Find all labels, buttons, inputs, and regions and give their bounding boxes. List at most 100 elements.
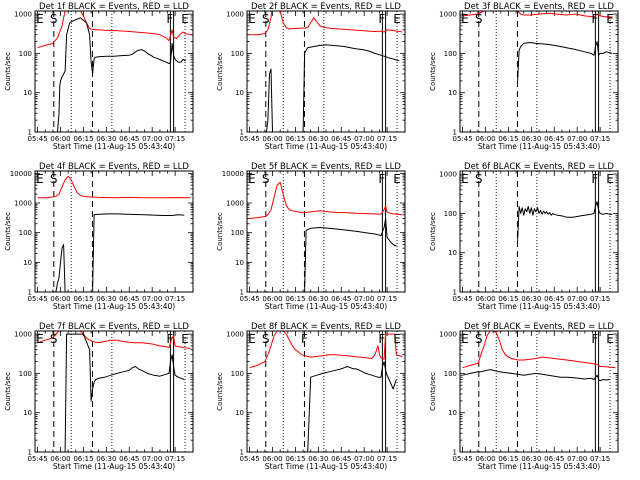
y-axis-label: Counts/sec — [429, 212, 437, 251]
x-tick-label: 07:15 — [377, 455, 397, 463]
x-tick-label: 06:15 — [73, 135, 93, 143]
events-series-line — [37, 17, 186, 132]
events-series-line — [517, 41, 613, 81]
y-tick-label: 1000 — [14, 11, 32, 19]
events-series-line — [249, 218, 397, 292]
phase-marker: E — [606, 12, 614, 26]
chart-title: Det 9f BLACK = Events, RED = LLD — [464, 322, 614, 332]
x-tick-label: 06:30 — [308, 295, 328, 303]
phase-marker: E — [181, 332, 189, 346]
x-tick-label: 06:15 — [498, 295, 518, 303]
phase-marker: E — [248, 12, 256, 26]
x-axis-label: Start Time (11-Aug-15 05:43:40) — [478, 142, 600, 151]
x-tick-label: 05:45 — [240, 455, 260, 463]
x-tick-label: 06:00 — [262, 455, 282, 463]
x-tick-label: 06:15 — [285, 135, 305, 143]
phase-marker: E — [461, 332, 469, 346]
y-tick-label: 10 — [23, 89, 32, 97]
y-tick-label: 10 — [235, 89, 244, 97]
plot-frame — [459, 10, 619, 133]
phase-marker: S — [475, 332, 483, 346]
chart-panel-3: Det 3f BLACK = Events, RED = LLD Counts/s… — [429, 2, 619, 151]
chart-panel-1: Det 1f BLACK = Events, RED = LLD Counts/s… — [4, 2, 194, 151]
y-tick-label: 10 — [448, 409, 457, 417]
phase-marker: S — [475, 12, 483, 26]
chart-panel-6: Det 6f BLACK = Events, RED = LLD Counts/s… — [429, 162, 619, 311]
chart-title: Det 2f BLACK = Events, RED = LLD — [251, 2, 401, 12]
plot-frame — [459, 170, 619, 293]
x-tick-label: 07:15 — [165, 455, 185, 463]
x-axis-label: Start Time (11-Aug-15 05:43:40) — [265, 302, 387, 311]
events-series-line — [462, 369, 610, 382]
y-tick-label: 1000 — [439, 11, 457, 19]
y-tick-label: 10 — [23, 259, 32, 267]
plot-area — [37, 171, 191, 292]
plot-area — [462, 331, 616, 452]
y-tick-label: 10 — [23, 409, 32, 417]
y-tick-label: 100 — [444, 370, 457, 378]
lld-series-line — [37, 11, 193, 49]
y-tick-label: 10 — [235, 259, 244, 267]
plot-area — [249, 11, 403, 132]
x-tick-label: 05:45 — [240, 135, 260, 143]
y-axis-label: Counts/sec — [216, 372, 224, 411]
x-tick-label: 07:00 — [142, 295, 162, 303]
y-tick-label: 1 — [453, 129, 457, 137]
chart-panel-2: Det 2f BLACK = Events, RED = LLD Counts/s… — [216, 2, 406, 151]
lld-series-line — [37, 331, 191, 349]
y-tick-label: 1 — [28, 129, 32, 137]
chart-title: Det 5f BLACK = Events, RED = LLD — [251, 162, 401, 172]
phase-marker: S — [262, 172, 270, 186]
x-tick-label: 05:45 — [453, 455, 473, 463]
x-axis-label: Start Time (11-Aug-15 05:43:40) — [478, 462, 600, 471]
lld-series-line — [37, 175, 191, 199]
y-tick-label: 1000 — [226, 331, 244, 339]
x-tick-label: 06:00 — [50, 295, 70, 303]
phase-marker: F — [591, 12, 598, 26]
x-tick-label: 06:15 — [285, 455, 305, 463]
x-tick-label: 06:30 — [308, 455, 328, 463]
y-tick-label: 10000 — [222, 170, 244, 178]
x-tick-label: 06:45 — [119, 135, 139, 143]
y-axis-label: Counts/sec — [4, 372, 12, 411]
x-tick-label: 06:45 — [544, 455, 564, 463]
x-tick-label: 07:00 — [354, 135, 374, 143]
x-tick-label: 06:30 — [96, 295, 116, 303]
x-axis-label: Start Time (11-Aug-15 05:43:40) — [53, 302, 175, 311]
phase-marker: F — [378, 12, 385, 26]
y-tick-label: 1000 — [439, 171, 457, 179]
chart-title: Det 8f BLACK = Events, RED = LLD — [251, 322, 401, 332]
plot-area — [37, 11, 193, 132]
chart-panel-4: Det 4f BLACK = Events, RED = LLD Counts/s… — [4, 162, 194, 311]
events-series-line — [37, 213, 185, 292]
y-axis-label: Counts/sec — [216, 52, 224, 91]
y-axis-label: Counts/sec — [4, 212, 12, 251]
phase-marker: F — [166, 332, 173, 346]
plot-frame — [34, 330, 194, 453]
x-tick-label: 06:00 — [475, 455, 495, 463]
x-tick-label: 06:30 — [308, 135, 328, 143]
chart-panel-9: Det 9f BLACK = Events, RED = LLD Counts/s… — [429, 322, 619, 471]
y-tick-label: 1 — [453, 289, 457, 297]
phase-marker: F — [301, 332, 308, 346]
y-tick-label: 100 — [231, 50, 244, 58]
phase-marker: E — [36, 12, 44, 26]
y-tick-label: 1000 — [226, 11, 244, 19]
y-tick-label: 1 — [240, 289, 244, 297]
phase-marker: F — [591, 332, 598, 346]
events-series-line — [249, 44, 400, 132]
x-tick-label: 07:15 — [165, 295, 185, 303]
chart-panel-7: Det 7f BLACK = Events, RED = LLD Counts/s… — [4, 322, 194, 471]
phase-marker: E — [606, 332, 614, 346]
y-tick-label: 100 — [19, 50, 32, 58]
phase-marker: E — [181, 12, 189, 26]
phase-marker: E — [393, 12, 401, 26]
y-tick-label: 1 — [453, 449, 457, 457]
x-tick-label: 06:15 — [73, 295, 93, 303]
x-tick-label: 06:30 — [96, 455, 116, 463]
y-tick-label: 1 — [28, 449, 32, 457]
x-tick-label: 06:15 — [73, 455, 93, 463]
phase-marker: S — [50, 172, 58, 186]
chart-panel-8: Det 8f BLACK = Events, RED = LLD Counts/s… — [216, 322, 406, 471]
chart-title: Det 3f BLACK = Events, RED = LLD — [464, 2, 614, 12]
